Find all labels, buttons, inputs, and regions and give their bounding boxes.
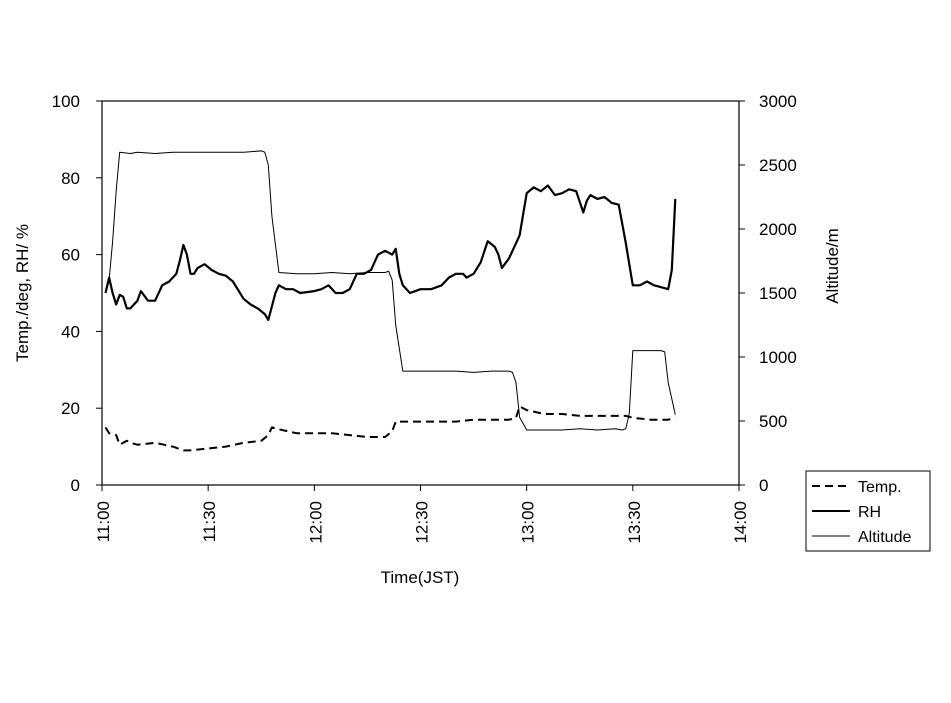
y2-tick-label-2: 1000	[759, 348, 797, 367]
y-tick-label-1: 20	[61, 399, 80, 418]
legend-label-altitude: Altitude	[858, 529, 911, 546]
y-tick-label-5: 100	[52, 92, 80, 111]
x-tick-label-5: 13:30	[625, 501, 644, 544]
x-tick-label-2: 12:00	[306, 501, 325, 544]
y2-axis-title: Altitude/m	[823, 228, 842, 304]
y2-tick-label-1: 500	[759, 412, 787, 431]
y2-tick-label-5: 2500	[759, 156, 797, 175]
y-tick-label-3: 60	[61, 246, 80, 265]
x-tick-label-6: 14:00	[731, 501, 750, 544]
y2-tick-label-4: 2000	[759, 220, 797, 239]
y2-tick-label-0: 0	[759, 476, 768, 495]
y2-tick-label-6: 3000	[759, 92, 797, 111]
series-layer	[104, 150, 677, 452]
y2-tick-label-3: 1500	[759, 284, 797, 303]
x-tick-label-3: 12:30	[413, 501, 432, 544]
series-line-rh	[104, 184, 677, 321]
x-axis-title: Time(JST)	[381, 568, 460, 587]
y-tick-label-2: 40	[61, 322, 80, 341]
y-tick-label-4: 80	[61, 169, 80, 188]
x-tick-label-0: 11:00	[94, 501, 113, 542]
series-line-temp	[104, 405, 676, 452]
y-axis-title: Temp./deg, RH/ %	[13, 224, 32, 362]
x-tick-label-1: 11:30	[200, 501, 219, 542]
legend-label-temp: Temp.	[858, 479, 902, 496]
legend-label-rh: RH	[858, 504, 881, 521]
y-tick-label-0: 0	[71, 476, 80, 495]
legend: Temp. RH Altitude	[805, 470, 931, 552]
x-tick-label-4: 13:00	[519, 501, 538, 544]
axes-layer: 02040608010005001000150020002500300011:0…	[52, 92, 797, 544]
series-line-altitude	[105, 150, 676, 431]
